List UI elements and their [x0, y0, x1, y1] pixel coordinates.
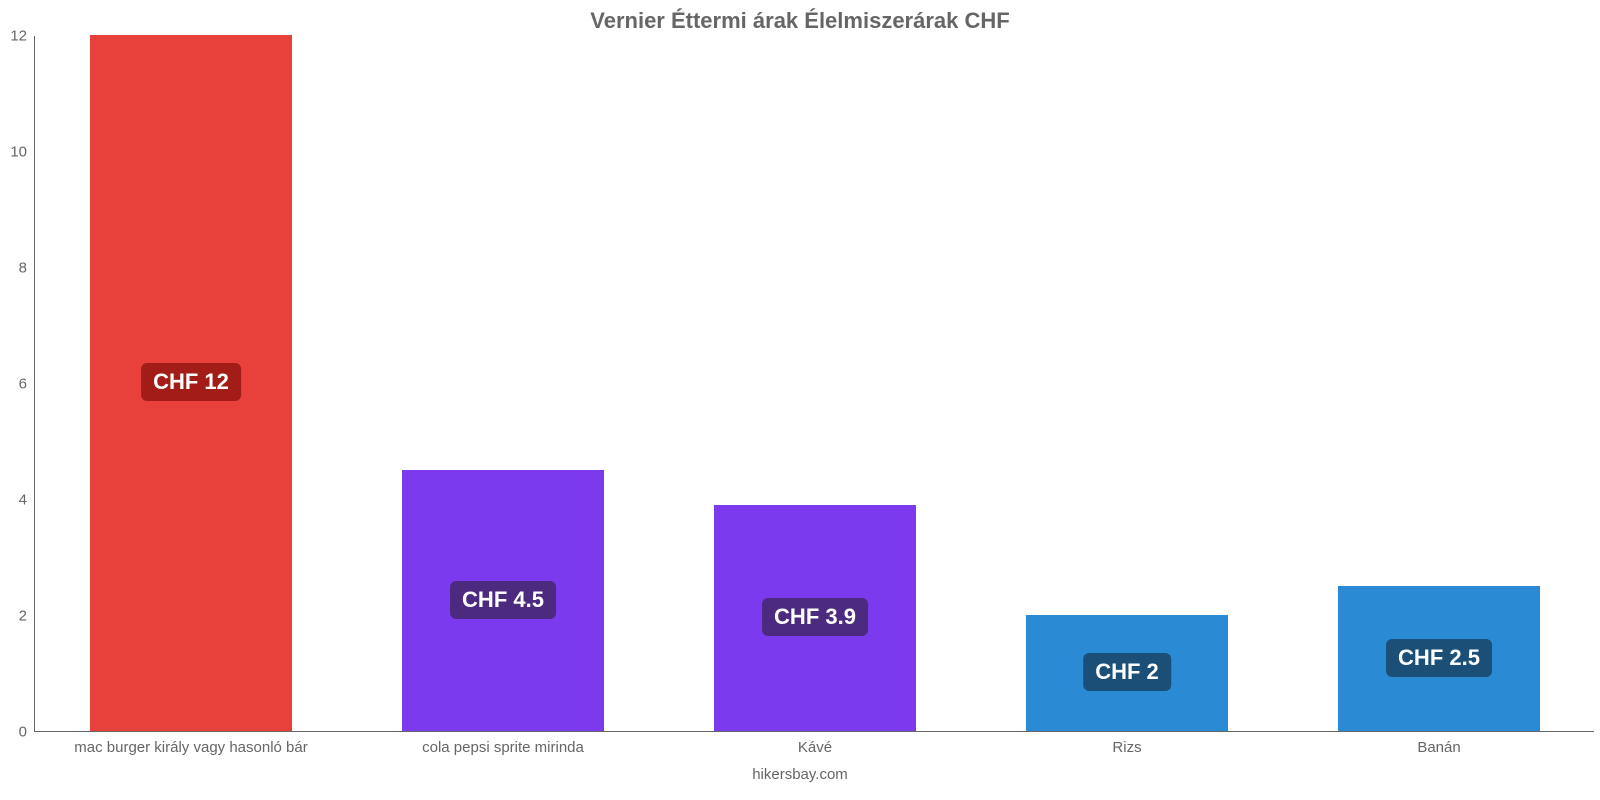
y-tick-label: 12 [10, 28, 35, 45]
y-tick-label: 8 [19, 260, 35, 277]
x-tick-label: Banán [1417, 731, 1460, 756]
bar-value-badge: CHF 2 [1083, 653, 1171, 691]
x-tick-label: Rizs [1112, 731, 1141, 756]
bar-value-badge: CHF 2.5 [1386, 639, 1492, 677]
plot-area: 024681012CHF 12mac burger király vagy ha… [34, 36, 1594, 732]
chart-footer: hikersbay.com [0, 766, 1600, 783]
y-tick-label: 0 [19, 724, 35, 741]
x-tick-label: cola pepsi sprite mirinda [422, 731, 584, 756]
y-tick-label: 2 [19, 608, 35, 625]
chart-title: Vernier Éttermi árak Élelmiszerárak CHF [0, 8, 1600, 34]
price-bar-chart: Vernier Éttermi árak Élelmiszerárak CHF … [0, 0, 1600, 800]
bar-value-badge: CHF 3.9 [762, 598, 868, 636]
bar-value-badge: CHF 12 [141, 363, 241, 401]
y-tick-label: 6 [19, 376, 35, 393]
x-tick-label: Kávé [798, 731, 832, 756]
bar-value-badge: CHF 4.5 [450, 581, 556, 619]
y-tick-label: 4 [19, 492, 35, 509]
x-tick-label: mac burger király vagy hasonló bár [74, 731, 307, 756]
y-tick-label: 10 [10, 144, 35, 161]
